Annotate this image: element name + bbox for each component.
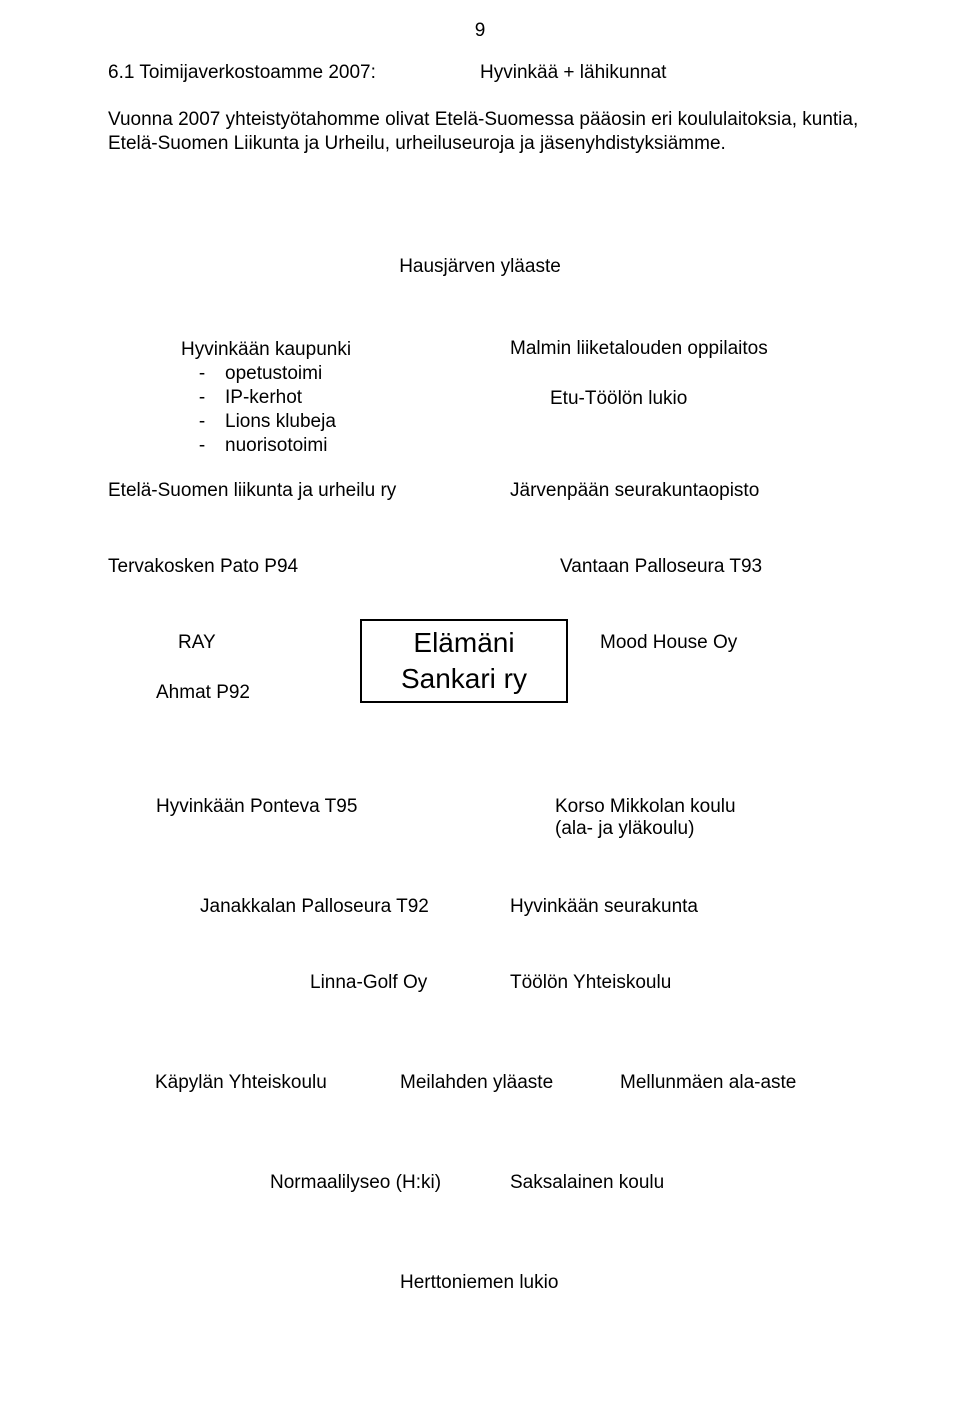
node-toolon-yhteiskoulu: Töölön Yhteiskoulu — [510, 972, 671, 994]
section-heading-right: Hyvinkää + lähikunnat — [480, 62, 666, 84]
center-box-line2: Sankari ry — [362, 661, 566, 697]
node-korso: Korso Mikkolan koulu (ala- ja yläkoulu) — [555, 796, 736, 840]
node-ray: RAY — [178, 632, 216, 654]
node-korso-line2: (ala- ja yläkoulu) — [555, 818, 736, 840]
center-box-elamani-sankari: Elämäni Sankari ry — [360, 619, 568, 703]
intro-paragraph: Vuonna 2007 yhteistyötahomme olivat Etel… — [108, 108, 860, 156]
node-etu-toolon: Etu-Töölön lukio — [550, 388, 687, 410]
node-meilahden: Meilahden yläaste — [400, 1072, 553, 1094]
node-malmin: Malmin liiketalouden oppilaitos — [510, 338, 768, 360]
list-item: IP-kerhot — [221, 386, 581, 410]
node-ponteva: Hyvinkään Ponteva T95 — [156, 796, 357, 818]
list-item: Lions klubeja — [221, 410, 581, 434]
node-hyvinkaan-kaupunki-title: Hyvinkään kaupunki — [181, 339, 351, 360]
list-item: nuorisotoimi — [221, 434, 581, 458]
node-linna-golf: Linna-Golf Oy — [310, 972, 427, 994]
node-mellunmaen: Mellunmäen ala-aste — [620, 1072, 796, 1094]
document-page: 9 6.1 Toimijaverkostoamme 2007: Hyvinkää… — [0, 0, 960, 1401]
node-vantaan: Vantaan Palloseura T93 — [560, 556, 762, 578]
section-heading: 6.1 Toimijaverkostoamme 2007: — [108, 62, 376, 84]
node-kapylan: Käpylän Yhteiskoulu — [155, 1072, 327, 1094]
node-jarvenpaan: Järvenpään seurakuntaopisto — [510, 480, 759, 502]
node-hausjarvi: Hausjärven yläaste — [0, 256, 960, 278]
list-item: opetustoimi — [221, 362, 581, 386]
center-box-line1: Elämäni — [362, 625, 566, 661]
node-herttoniemen: Herttoniemen lukio — [400, 1272, 558, 1294]
node-saksalainen: Saksalainen koulu — [510, 1172, 664, 1194]
node-hyvinkaan-seurakunta: Hyvinkään seurakunta — [510, 896, 698, 918]
node-normaalilyseo: Normaalilyseo (H:ki) — [270, 1172, 441, 1194]
hyvinkaan-kaupunki-list: opetustoimi IP-kerhot Lions klubeja nuor… — [181, 362, 581, 458]
node-janakkalan: Janakkalan Palloseura T92 — [200, 896, 429, 918]
page-number: 9 — [0, 20, 960, 42]
node-ahmat: Ahmat P92 — [156, 682, 250, 704]
node-korso-line1: Korso Mikkolan koulu — [555, 796, 736, 818]
node-es-liikunta: Etelä-Suomen liikunta ja urheilu ry — [108, 480, 396, 502]
node-mood-house: Mood House Oy — [600, 632, 737, 654]
node-tervakosken: Tervakosken Pato P94 — [108, 556, 298, 578]
